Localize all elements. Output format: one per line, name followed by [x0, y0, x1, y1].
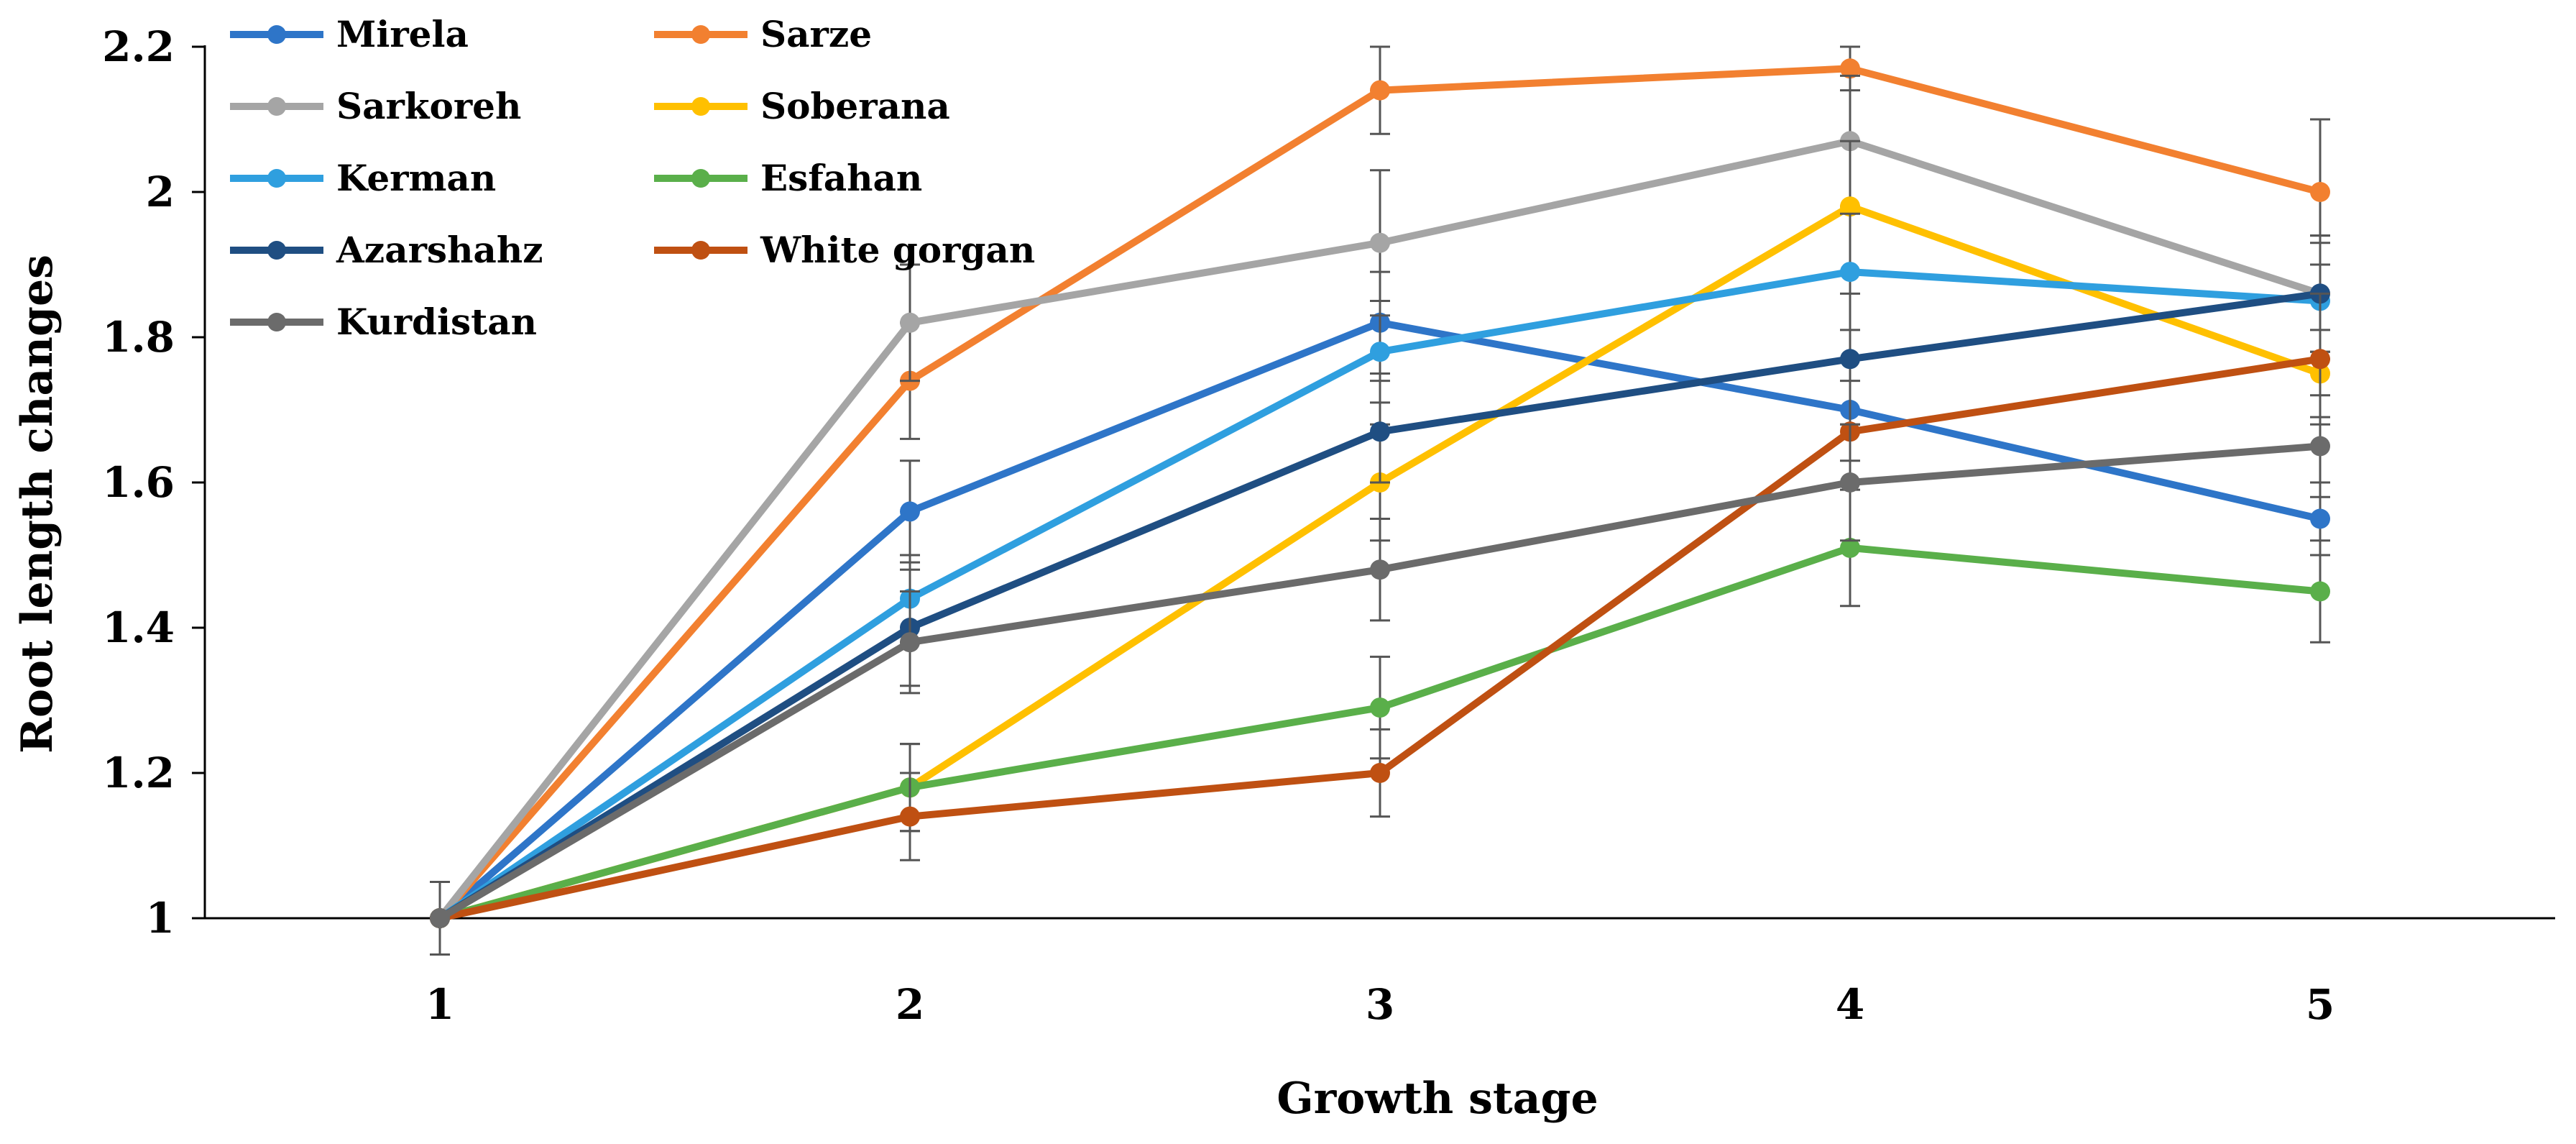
legend-swatch-marker — [267, 241, 286, 260]
y-tick-label: 1.8 — [102, 313, 175, 362]
x-tick-label: 3 — [1366, 980, 1394, 1029]
y-axis-title: Root length changes — [12, 255, 63, 754]
data-point — [2310, 581, 2330, 602]
x-tick-label: 2 — [896, 980, 924, 1029]
legend-item: Azarshahz — [230, 229, 543, 271]
legend-swatch-marker — [691, 241, 710, 260]
legend-label: Sarze — [760, 13, 872, 55]
legend-label: Azarshahz — [336, 229, 543, 271]
legend-item: Kurdistan — [230, 301, 537, 343]
data-point — [900, 632, 920, 653]
data-point — [2310, 349, 2330, 370]
data-point — [1840, 262, 1860, 283]
data-point — [1370, 763, 1390, 783]
data-point — [1840, 349, 1860, 370]
x-axis-title: Growth stage — [1276, 1074, 1598, 1124]
data-point — [430, 908, 450, 928]
x-tick-label: 5 — [2306, 980, 2334, 1029]
x-tick-label: 4 — [1836, 980, 1864, 1029]
legend: Mirela Sarze Sarkoreh Soberana Kerman Esfahan… — [230, 13, 1035, 343]
y-tick-label: 1.2 — [102, 749, 175, 797]
legend-item: White gorgan — [654, 229, 1035, 271]
axes: 1 1.2 1.4 1.6 1.8 2 2.2 1 2 3 4 5 — [102, 22, 2555, 1029]
y-tick-label: 2 — [146, 168, 175, 216]
legend-swatch-marker — [267, 313, 286, 331]
data-point — [1370, 232, 1390, 253]
legend-item: Kerman — [230, 157, 496, 199]
y-tick-label: 1.4 — [102, 603, 175, 652]
legend-swatch-marker — [267, 169, 286, 188]
legend-label: Mirela — [336, 13, 469, 55]
legend-label: Soberana — [760, 85, 950, 127]
data-point — [1370, 421, 1390, 442]
legend-item: Mirela — [230, 13, 469, 55]
y-tick-label: 2.2 — [102, 22, 175, 71]
legend-label: Esfahan — [760, 157, 922, 199]
legend-swatch-marker — [691, 25, 710, 44]
data-point — [2310, 182, 2330, 202]
data-point — [900, 806, 920, 827]
data-point — [1840, 196, 1860, 217]
y-tick-label: 1.6 — [102, 458, 175, 507]
data-point — [1840, 472, 1860, 493]
series-layer — [430, 45, 2330, 956]
data-point — [1840, 537, 1860, 558]
series-kurdistan — [430, 394, 2330, 956]
data-point — [1370, 697, 1390, 718]
x-tick-label: 1 — [426, 980, 454, 1029]
data-point — [2310, 508, 2330, 529]
legend-item: Sarze — [654, 13, 872, 55]
legend-swatch-marker — [267, 97, 286, 116]
y-tick-label: 1 — [146, 894, 175, 943]
legend-swatch-marker — [267, 25, 286, 44]
legend-item: Sarkoreh — [230, 85, 521, 127]
data-point — [1370, 80, 1390, 101]
data-point — [1840, 58, 1860, 79]
legend-item: Soberana — [654, 85, 950, 127]
data-point — [900, 312, 920, 333]
legend-item: Esfahan — [654, 157, 922, 199]
data-point — [900, 501, 920, 522]
data-point — [2310, 436, 2330, 457]
legend-swatch-marker — [691, 97, 710, 116]
legend-label: Sarkoreh — [336, 85, 521, 127]
legend-swatch-marker — [691, 169, 710, 188]
legend-label: Kerman — [336, 157, 496, 199]
data-point — [1370, 342, 1390, 362]
legend-label: White gorgan — [760, 229, 1035, 271]
data-point — [1370, 559, 1390, 580]
legend-label: Kurdistan — [336, 301, 537, 343]
